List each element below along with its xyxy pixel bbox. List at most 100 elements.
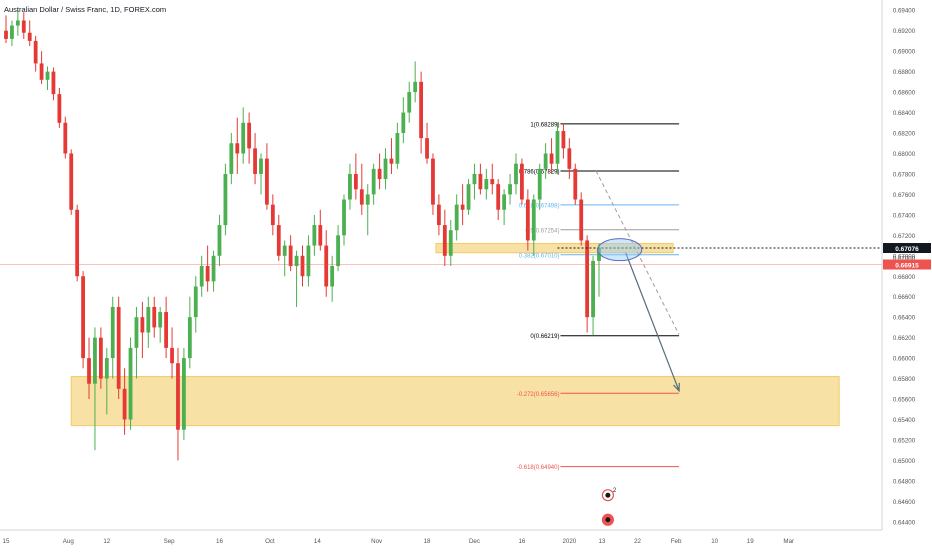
candle-body [51, 71, 56, 95]
y-tick-label: 0.68200 [893, 131, 916, 138]
candle-body [265, 158, 269, 205]
candle-body [282, 245, 287, 256]
current-price-tag-bg [883, 259, 931, 270]
candle-body [57, 94, 62, 123]
chart-title: Australian Dollar / Swiss Franc, 1D, FOR… [4, 5, 166, 14]
candle-body [63, 122, 68, 154]
candle-body [448, 230, 453, 256]
candle-body [235, 143, 240, 154]
event-badge-count: 2 [613, 488, 617, 494]
candle-body [45, 71, 50, 80]
candle-body [247, 122, 252, 149]
candle-body [514, 163, 518, 185]
y-tick-label: 0.68000 [893, 151, 916, 158]
candle-body [39, 63, 44, 80]
candle-body [104, 358, 109, 379]
y-tick-label: 0.67600 [893, 192, 916, 199]
candle-body [122, 388, 127, 420]
y-tick-label: 0.68400 [893, 110, 916, 117]
dashed-projection-line [595, 170, 680, 335]
y-tick-label: 0.65000 [893, 458, 916, 465]
y-tick-label: 0.64800 [893, 478, 916, 485]
y-tick-label: 0.66800 [893, 274, 916, 281]
candle-body [193, 286, 198, 318]
highlight-ellipse [597, 238, 643, 262]
candle-body [211, 255, 216, 282]
fib-level-label: -0.618(0.64940) [517, 465, 560, 471]
y-tick-label: 0.64400 [893, 519, 916, 526]
candle-body [259, 158, 263, 174]
y-tick-label: 0.68600 [893, 90, 916, 97]
x-tick-label: Mar [783, 538, 794, 545]
candle-body [597, 247, 601, 261]
candle-body [353, 173, 358, 190]
candle-body [436, 204, 441, 226]
candle-body [270, 204, 275, 226]
candle-body [342, 199, 346, 236]
candle-body [312, 225, 317, 246]
x-tick-label: 18 [424, 538, 431, 545]
candle-body [549, 153, 554, 164]
candle-body [75, 209, 80, 277]
y-tick-label: 0.67200 [893, 233, 916, 240]
candle-body [567, 148, 572, 169]
fib-level-label: 1(0.68289) [530, 122, 559, 128]
y-tick-label: 0.66600 [893, 294, 916, 301]
candle-body [217, 225, 222, 256]
candle-body [365, 194, 370, 205]
y-tick-label: 0.69400 [893, 8, 916, 15]
y-tick-label: 0.66000 [893, 356, 916, 363]
candle-body [324, 245, 329, 287]
current-price-tag-label: 0.66915 [895, 262, 919, 269]
y-tick-label: 0.67000 [893, 255, 916, 262]
y-tick-label: 0.66400 [893, 315, 916, 322]
y-tick-label: 0.65200 [893, 437, 916, 444]
y-tick-label: 0.68800 [893, 69, 916, 76]
candle-body [496, 184, 501, 210]
candle-body [253, 148, 257, 174]
candle-body [419, 81, 423, 139]
candle-body [205, 266, 210, 282]
event-icon-dot [605, 517, 611, 523]
candle-body [543, 153, 548, 169]
x-tick-label: Feb [671, 538, 682, 545]
candle-body [579, 199, 584, 241]
candle-body [442, 225, 447, 256]
candle-body [134, 317, 139, 348]
x-tick-label: Oct [265, 538, 275, 545]
candle-body [537, 168, 542, 200]
candle-body [359, 189, 364, 205]
candle-body [531, 199, 536, 241]
candle-body [10, 25, 14, 39]
x-tick-label: Sep [164, 538, 176, 545]
y-tick-label: 0.64600 [893, 499, 916, 506]
fib-level-label: 0.618(0.67498) [519, 203, 560, 209]
y-tick-label: 0.67000 [893, 253, 916, 260]
candle-body [330, 266, 335, 287]
candle-body [152, 306, 157, 328]
candle-body [377, 168, 382, 180]
candle-body [585, 240, 590, 318]
x-tick-label: Nov [371, 538, 383, 545]
candle-body [98, 337, 103, 379]
candle-body [241, 122, 246, 154]
candle-body [116, 306, 121, 389]
candle-body [306, 245, 311, 277]
fib-level-label: -0.272(0.65656) [517, 392, 560, 398]
support-zone-0 [70, 376, 840, 427]
x-tick-label: 13 [599, 538, 606, 545]
candle-body [555, 130, 560, 164]
candle-body [294, 255, 299, 267]
candle-body [466, 184, 471, 210]
candle-body [401, 112, 406, 134]
candle-body [15, 20, 20, 26]
candle-body [229, 143, 234, 174]
candle-body [182, 358, 186, 430]
candle-body [69, 153, 74, 210]
candle-body [425, 138, 429, 159]
y-tick-label: 0.66200 [893, 335, 916, 342]
candle-body [348, 173, 352, 200]
candle-body [561, 130, 566, 149]
